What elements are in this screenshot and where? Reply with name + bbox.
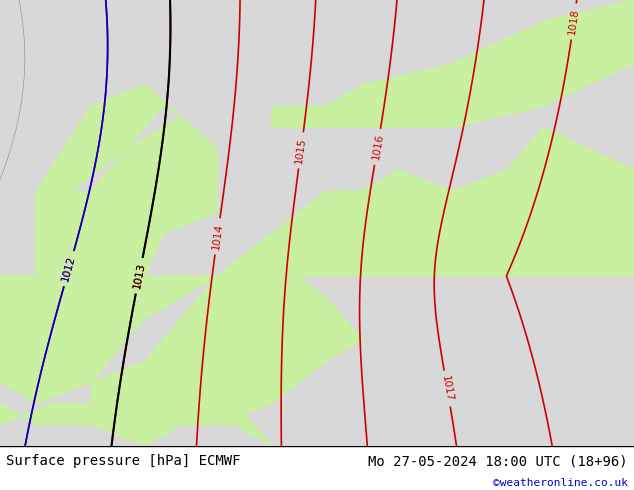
Polygon shape	[91, 255, 362, 446]
Polygon shape	[36, 85, 181, 191]
Text: 1018: 1018	[567, 8, 581, 35]
Polygon shape	[272, 0, 634, 127]
Text: 1014: 1014	[210, 222, 224, 250]
Text: 1013: 1013	[132, 262, 146, 290]
Text: 1012: 1012	[61, 255, 77, 283]
Text: 1015: 1015	[294, 137, 307, 164]
Text: ©weatheronline.co.uk: ©weatheronline.co.uk	[493, 478, 628, 489]
Text: 1012: 1012	[61, 255, 77, 283]
Text: 1016: 1016	[370, 133, 385, 161]
Text: Mo 27-05-2024 18:00 UTC (18+96): Mo 27-05-2024 18:00 UTC (18+96)	[368, 454, 628, 468]
Text: 1013: 1013	[132, 262, 146, 290]
Text: 1017: 1017	[440, 375, 455, 402]
Polygon shape	[36, 117, 217, 297]
Polygon shape	[0, 382, 272, 446]
Polygon shape	[0, 127, 634, 403]
Text: Surface pressure [hPa] ECMWF: Surface pressure [hPa] ECMWF	[6, 454, 241, 468]
